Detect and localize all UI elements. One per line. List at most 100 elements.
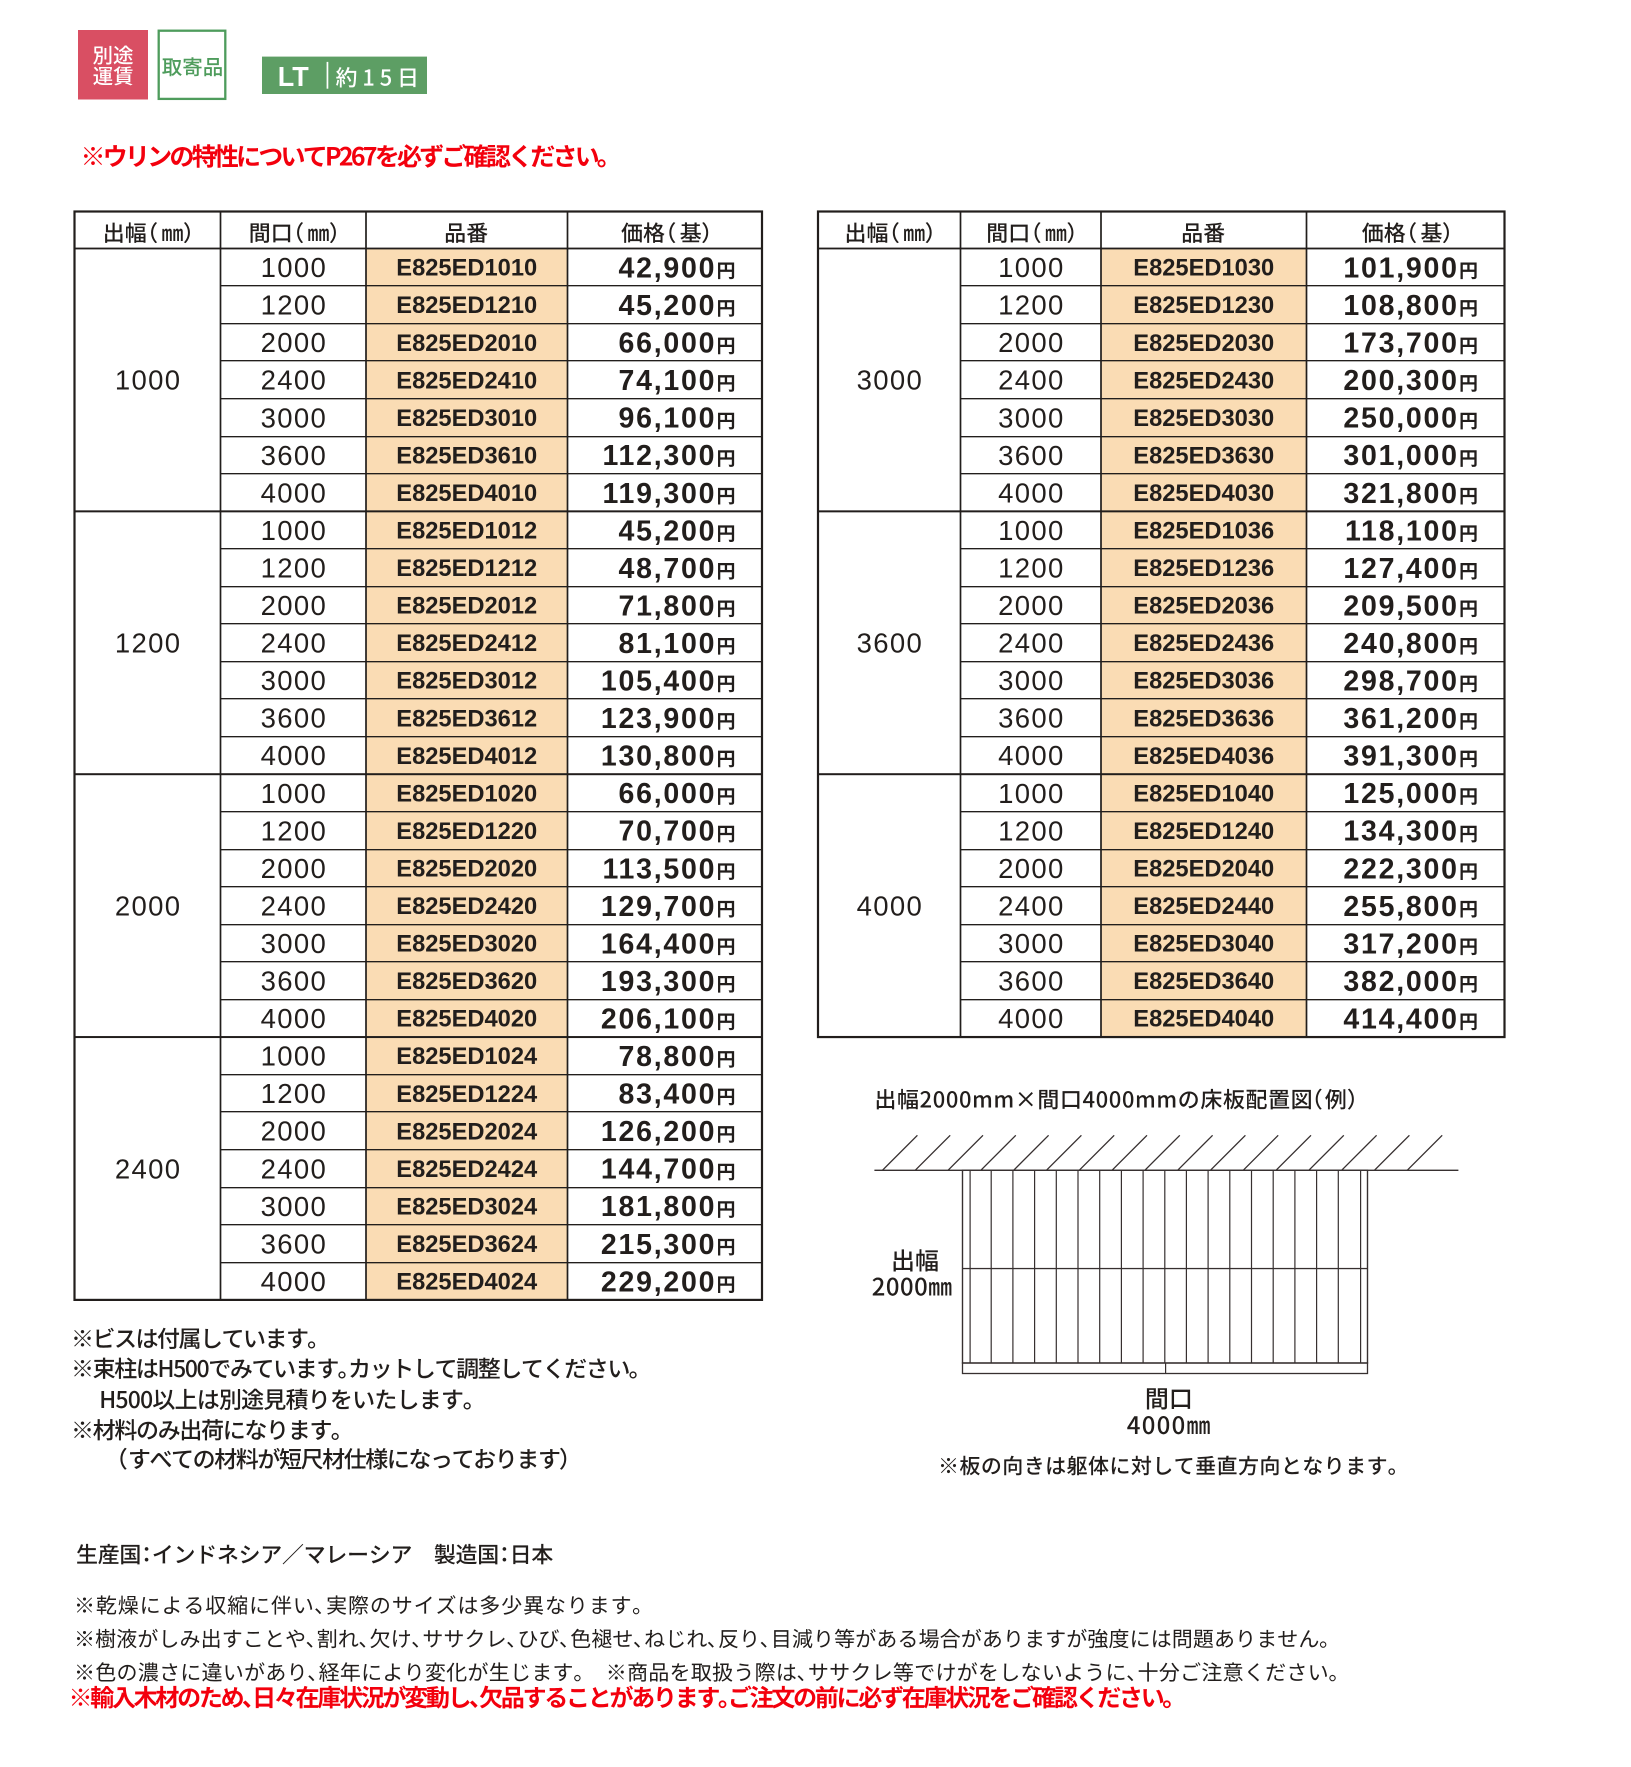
svg-text:215,300: 215,300 [601,1229,716,1261]
svg-text:1000: 1000 [998,778,1065,809]
svg-text:1000: 1000 [261,778,328,809]
svg-text:E825ED3040: E825ED3040 [1133,932,1274,958]
svg-text:66,000: 66,000 [619,328,717,360]
svg-text:45,200: 45,200 [619,515,717,547]
svg-text:E825ED2030: E825ED2030 [1133,331,1274,357]
svg-text:E825ED1230: E825ED1230 [1133,293,1274,319]
svg-text:2400: 2400 [261,365,328,396]
svg-text:E825ED1236: E825ED1236 [1133,556,1274,582]
svg-text:144,700: 144,700 [601,1154,716,1186]
svg-text:209,500: 209,500 [1343,590,1458,622]
svg-text:101,900: 101,900 [1343,252,1458,284]
svg-text:83,400: 83,400 [619,1079,717,1111]
svg-text:2000: 2000 [261,590,328,621]
svg-text:E825ED4010: E825ED4010 [396,481,537,507]
svg-text:3000: 3000 [261,665,328,696]
svg-text:229,200: 229,200 [601,1266,716,1298]
svg-text:361,200: 361,200 [1343,703,1458,735]
svg-text:LT: LT [278,61,309,92]
svg-text:250,000: 250,000 [1343,403,1458,435]
svg-text:E825ED2024: E825ED2024 [396,1119,538,1145]
svg-text:298,700: 298,700 [1343,666,1458,698]
svg-text:E825ED1036: E825ED1036 [1133,519,1274,545]
svg-text:E825ED1020: E825ED1020 [396,781,537,807]
svg-text:1000: 1000 [115,365,182,396]
svg-text:2000: 2000 [998,853,1065,884]
svg-text:3000: 3000 [261,402,328,433]
svg-text:1000: 1000 [998,515,1065,546]
svg-text:E825ED2012: E825ED2012 [396,594,537,620]
svg-text:42,900: 42,900 [619,252,717,284]
svg-text:3600: 3600 [261,1228,328,1259]
svg-text:125,000: 125,000 [1343,778,1458,810]
svg-text:E825ED2440: E825ED2440 [1133,894,1274,920]
svg-text:E825ED2430: E825ED2430 [1133,368,1274,394]
svg-text:E825ED4040: E825ED4040 [1133,1007,1274,1033]
svg-text:1000: 1000 [261,1041,328,1072]
svg-text:E825ED3610: E825ED3610 [396,443,537,469]
svg-text:3000: 3000 [998,402,1065,433]
svg-text:2400: 2400 [998,628,1065,659]
svg-text:81,100: 81,100 [619,628,717,660]
svg-text:4000: 4000 [261,740,328,771]
svg-text:96,100: 96,100 [619,403,717,435]
svg-text:3600: 3600 [998,440,1065,471]
svg-text:301,000: 301,000 [1343,440,1458,472]
svg-text:4000: 4000 [998,740,1065,771]
svg-text:E825ED2420: E825ED2420 [396,894,537,920]
svg-text:164,400: 164,400 [601,928,716,960]
svg-text:1200: 1200 [261,552,328,583]
svg-text:255,800: 255,800 [1343,891,1458,923]
svg-text:3000: 3000 [261,928,328,959]
svg-text:3600: 3600 [857,628,924,659]
svg-text:E825ED2412: E825ED2412 [396,631,537,657]
svg-text:105,400: 105,400 [601,666,716,698]
svg-text:E825ED3640: E825ED3640 [1133,969,1274,995]
svg-text:4000: 4000 [998,477,1065,508]
svg-text:240,800: 240,800 [1343,628,1458,660]
svg-text:200,300: 200,300 [1343,365,1458,397]
svg-text:3600: 3600 [998,966,1065,997]
svg-text:3000: 3000 [857,365,924,396]
svg-text:E825ED2040: E825ED2040 [1133,856,1274,882]
svg-text:E825ED2010: E825ED2010 [396,331,537,357]
svg-text:118,100: 118,100 [1345,515,1459,547]
svg-text:2000: 2000 [998,590,1065,621]
svg-text:1000: 1000 [261,252,328,283]
svg-text:E825ED2036: E825ED2036 [1133,594,1274,620]
svg-text:391,300: 391,300 [1343,741,1458,773]
svg-text:1200: 1200 [998,815,1065,846]
svg-text:E825ED3020: E825ED3020 [396,932,537,958]
svg-text:E825ED4036: E825ED4036 [1133,744,1274,770]
svg-text:E825ED1212: E825ED1212 [396,556,537,582]
svg-text:206,100: 206,100 [601,1003,716,1035]
svg-text:E825ED4030: E825ED4030 [1133,481,1274,507]
svg-text:1200: 1200 [998,552,1065,583]
svg-text:126,200: 126,200 [601,1116,716,1148]
svg-text:127,400: 127,400 [1343,553,1458,585]
svg-text:3600: 3600 [261,440,328,471]
svg-text:E825ED3024: E825ED3024 [396,1194,538,1220]
svg-text:2400: 2400 [261,890,328,921]
svg-text:193,300: 193,300 [601,966,716,998]
svg-text:E825ED2424: E825ED2424 [396,1157,538,1183]
svg-text:2400: 2400 [998,365,1065,396]
svg-text:113,500: 113,500 [602,853,716,885]
svg-text:1000: 1000 [261,515,328,546]
svg-text:E825ED4012: E825ED4012 [396,744,537,770]
svg-text:E825ED1240: E825ED1240 [1133,819,1274,845]
svg-text:4000: 4000 [261,477,328,508]
svg-text:2000: 2000 [998,327,1065,358]
svg-text:66,000: 66,000 [619,778,717,810]
svg-text:222,300: 222,300 [1343,853,1458,885]
svg-text:3600: 3600 [261,703,328,734]
svg-text:173,700: 173,700 [1343,328,1458,360]
svg-text:E825ED3012: E825ED3012 [396,669,537,695]
svg-text:E825ED1210: E825ED1210 [396,293,537,319]
svg-text:45,200: 45,200 [619,290,717,322]
svg-text:3600: 3600 [998,703,1065,734]
svg-text:317,200: 317,200 [1343,928,1458,960]
svg-text:E825ED1012: E825ED1012 [396,519,537,545]
svg-text:2400: 2400 [261,1153,328,1184]
svg-text:E825ED1220: E825ED1220 [396,819,537,845]
